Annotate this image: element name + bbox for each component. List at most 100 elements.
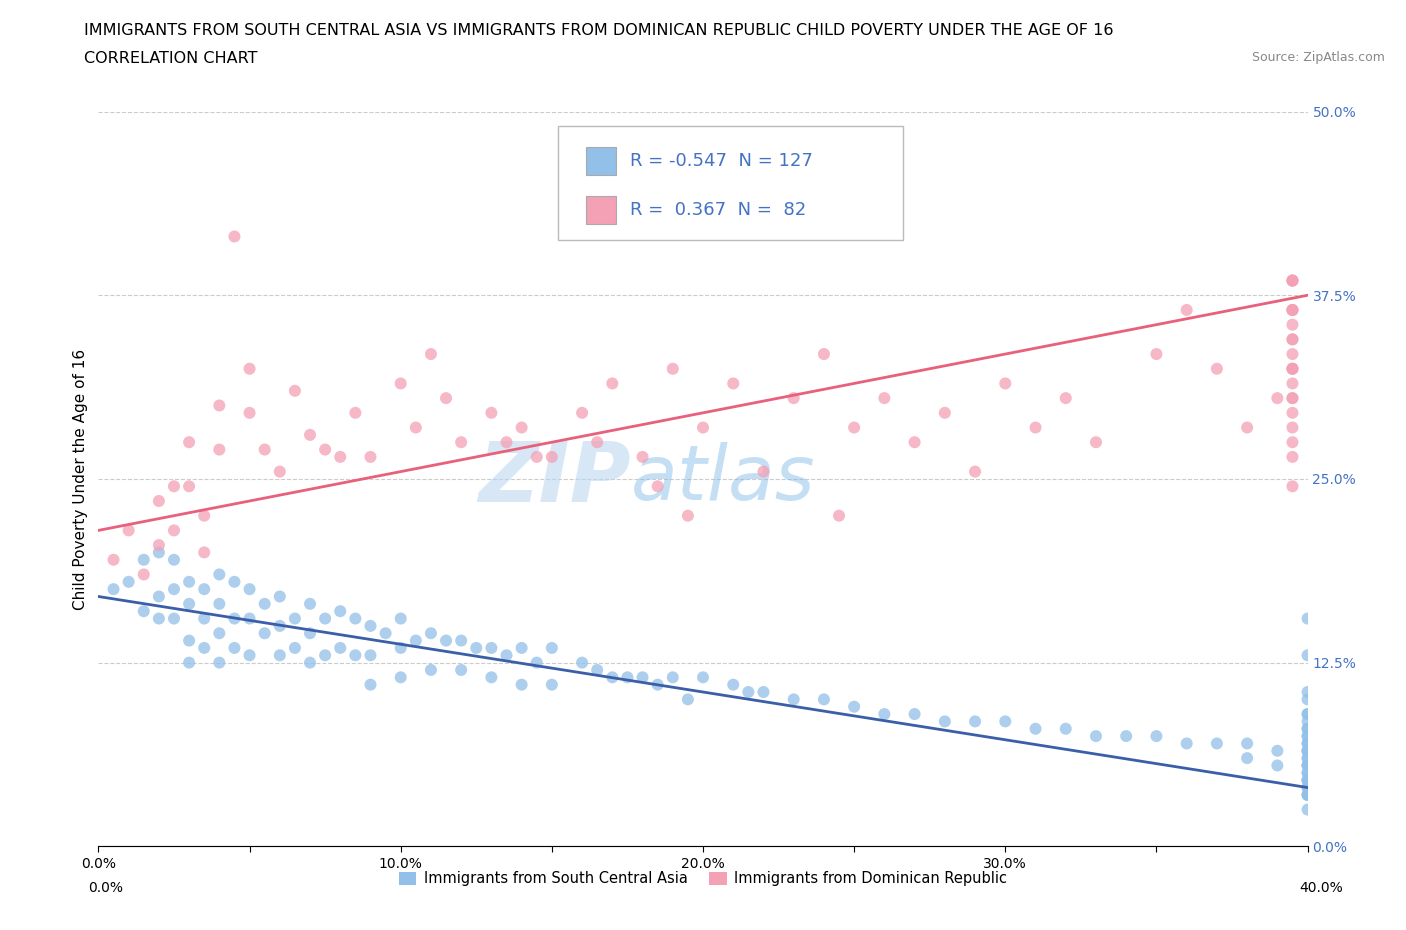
Text: ZIP: ZIP [478,438,630,520]
Point [1296,773,1319,788]
Point [994,714,1017,729]
Point [179,633,201,648]
Point [904,707,927,722]
Point [163,582,186,597]
Point [193,611,215,626]
Point [1281,449,1303,464]
Point [193,508,215,523]
Point [374,626,396,641]
Point [783,391,806,405]
Point [1281,361,1303,376]
Point [360,677,382,692]
Point [1296,765,1319,780]
Point [602,376,624,391]
Point [193,545,215,560]
Point [118,523,141,538]
Point [1296,780,1319,795]
Point [1054,722,1077,737]
Point [1296,743,1319,758]
Point [224,641,246,656]
Point [1296,722,1319,737]
Point [239,582,262,597]
Point [118,575,141,590]
Text: R =  0.367  N =  82: R = 0.367 N = 82 [630,201,807,219]
Text: 40.0%: 40.0% [1299,881,1343,895]
Point [661,361,683,376]
Point [299,656,322,671]
Point [1296,692,1319,707]
Point [723,677,745,692]
Point [344,648,367,663]
Point [148,545,170,560]
Point [934,405,956,420]
Point [163,479,186,494]
Point [1296,788,1319,803]
Point [148,589,170,604]
Point [1281,420,1303,435]
Point [510,641,533,656]
Point [193,582,215,597]
Text: Source: ZipAtlas.com: Source: ZipAtlas.com [1251,51,1385,64]
Point [239,648,262,663]
Point [253,596,276,611]
Point [965,464,987,479]
Point [299,626,322,641]
Point [540,677,562,692]
Point [1296,729,1319,744]
Point [420,347,443,362]
Point [1296,743,1319,758]
Point [1296,765,1319,780]
Point [434,391,457,405]
Bar [586,147,616,175]
Point [540,449,562,464]
Point [752,464,775,479]
Point [1296,788,1319,803]
Point [1296,758,1319,773]
Text: IMMIGRANTS FROM SOUTH CENTRAL ASIA VS IMMIGRANTS FROM DOMINICAN REPUBLIC CHILD P: IMMIGRANTS FROM SOUTH CENTRAL ASIA VS IM… [84,23,1114,38]
Point [329,641,352,656]
Point [132,567,155,582]
Point [420,626,443,641]
Point [1281,273,1303,288]
Point [1281,391,1303,405]
Point [224,575,246,590]
Point [434,633,457,648]
Point [450,633,472,648]
Point [1085,435,1108,450]
Point [1296,758,1319,773]
Point [1175,302,1198,317]
Point [1296,722,1319,737]
Point [103,582,125,597]
Point [208,398,231,413]
Point [148,611,170,626]
Point [269,648,291,663]
Point [828,508,851,523]
Point [510,677,533,692]
Point [253,442,276,457]
Point [1296,802,1319,817]
Point [1296,743,1319,758]
Point [1296,788,1319,803]
Point [1296,736,1319,751]
Point [103,552,125,567]
Point [783,692,806,707]
Point [269,589,291,604]
Point [179,479,201,494]
Point [526,449,548,464]
Point [994,376,1017,391]
Point [132,604,155,618]
Point [676,692,699,707]
Point [314,648,336,663]
Point [329,604,352,618]
Point [1296,707,1319,722]
Point [465,641,488,656]
Point [586,435,609,450]
Point [314,611,336,626]
Point [1296,714,1319,729]
Point [1054,391,1077,405]
Point [450,662,472,677]
Point [1296,773,1319,788]
Point [844,699,866,714]
Point [1267,391,1289,405]
Point [314,442,336,457]
